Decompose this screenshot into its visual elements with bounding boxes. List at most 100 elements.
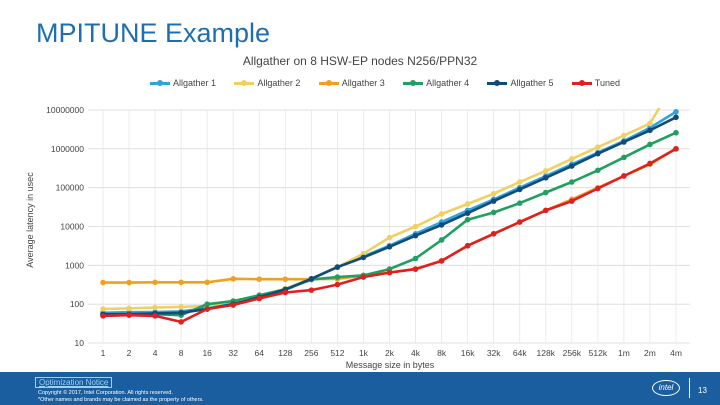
data-point xyxy=(308,276,315,282)
data-point xyxy=(178,319,184,325)
data-point xyxy=(621,154,627,161)
x-tick-label: 256 xyxy=(304,348,318,358)
data-point xyxy=(438,258,445,264)
x-tick-label: 1m xyxy=(618,348,630,358)
data-point xyxy=(386,244,393,250)
legend-item: Tuned xyxy=(571,78,620,88)
legend-item: Allgather 4 xyxy=(403,78,469,88)
latency-chart: 10 100 1000 10000 100000 1000000 10000000 1 2 4 8 1… xyxy=(46,105,690,358)
data-point xyxy=(204,279,210,286)
legend-label: Tuned xyxy=(594,78,620,88)
data-point xyxy=(386,234,393,241)
data-point xyxy=(412,232,419,239)
legend-label: Allgather 1 xyxy=(173,78,217,88)
copyright-line: Copyright © 2017, Intel Corporation. All… xyxy=(38,390,173,396)
data-point xyxy=(178,309,184,316)
x-tick-label: 64 xyxy=(255,348,265,358)
legend-item: Allgather 3 xyxy=(318,78,385,88)
data-point xyxy=(647,127,653,134)
slide-title: MPITUNE Example xyxy=(36,18,271,48)
data-series xyxy=(100,108,679,325)
data-point xyxy=(126,312,132,318)
data-point xyxy=(542,207,549,214)
legend-swatch xyxy=(234,79,255,86)
data-point xyxy=(126,279,132,286)
data-point xyxy=(542,174,549,181)
data-point xyxy=(204,306,210,312)
data-point xyxy=(516,200,523,206)
legend-label: Allgather 2 xyxy=(257,78,301,88)
x-tick-label: 512k xyxy=(589,348,608,358)
data-point xyxy=(542,168,549,174)
data-point xyxy=(256,276,263,282)
data-point xyxy=(438,211,445,217)
data-point xyxy=(230,276,237,282)
data-point xyxy=(152,279,158,286)
data-point xyxy=(647,120,653,127)
optimization-notice-link[interactable]: Optimization Notice xyxy=(35,377,113,388)
data-point xyxy=(569,179,575,185)
x-tick-label: 256k xyxy=(563,348,582,358)
legend-label: Allgather 3 xyxy=(341,78,385,88)
data-point xyxy=(464,242,471,249)
data-point xyxy=(204,301,210,307)
data-point xyxy=(595,150,601,157)
series-tuned xyxy=(100,146,679,325)
data-point xyxy=(438,237,445,243)
y-tick-label: 1000 xyxy=(65,260,84,270)
data-point xyxy=(100,306,106,312)
x-tick-label: 2m xyxy=(644,348,656,358)
slide-footer xyxy=(0,372,720,405)
chart-title: Allgather on 8 HSW-EP nodes N256/PPN32 xyxy=(242,54,478,68)
x-tick-label: 16 xyxy=(202,348,212,358)
data-point xyxy=(412,255,419,262)
data-point xyxy=(178,304,184,310)
data-point xyxy=(595,167,601,174)
x-tick-label: 128 xyxy=(278,348,292,358)
data-point xyxy=(412,266,419,272)
data-point xyxy=(673,114,679,121)
x-tick-label: 1 xyxy=(101,348,106,358)
data-point xyxy=(490,209,497,216)
legend-item: Allgather 2 xyxy=(234,78,300,88)
data-point xyxy=(569,163,575,169)
data-point xyxy=(282,289,289,296)
data-point xyxy=(569,156,575,162)
data-point xyxy=(595,144,601,151)
data-point xyxy=(464,201,471,207)
data-point xyxy=(542,189,549,196)
legend-label: Allgather 5 xyxy=(510,78,554,88)
data-point xyxy=(621,173,627,179)
y-tick-label: 100000 xyxy=(56,183,85,193)
data-point xyxy=(386,269,393,276)
copyright-text: Copyright © 2017, Intel Corporation. All… xyxy=(38,390,204,404)
data-point xyxy=(334,264,341,270)
data-point xyxy=(647,141,653,148)
y-tick-label: 100 xyxy=(70,299,84,309)
data-point xyxy=(647,160,653,167)
data-point xyxy=(673,108,679,115)
data-point xyxy=(152,313,158,319)
y-axis-label: Average latency in usec xyxy=(25,172,35,268)
data-point xyxy=(412,223,419,230)
data-point xyxy=(673,146,679,152)
data-point xyxy=(334,274,341,280)
chart-legend: Allgather 1 Allgather 2 Allgather 3 Allgath… xyxy=(150,78,620,88)
data-point xyxy=(595,185,601,192)
data-point xyxy=(256,295,263,302)
x-tick-label: 4m xyxy=(670,348,682,358)
data-point xyxy=(100,279,106,286)
data-point xyxy=(334,281,341,288)
x-tick-label: 32k xyxy=(487,348,501,358)
legend-swatch xyxy=(318,79,339,86)
y-tick-label: 10000000 xyxy=(46,105,84,115)
legend-label: Allgather 4 xyxy=(426,78,470,88)
trademark-line: *Other names and brands may be claimed a… xyxy=(38,397,204,403)
y-tick-label: 10000 xyxy=(60,222,84,232)
x-tick-label: 8k xyxy=(437,348,447,358)
grid-lines xyxy=(88,109,690,344)
footer-divider xyxy=(689,378,690,398)
x-tick-label: 2k xyxy=(385,348,395,358)
legend-item: Allgather 5 xyxy=(487,78,553,88)
page-number: 13 xyxy=(698,386,707,395)
